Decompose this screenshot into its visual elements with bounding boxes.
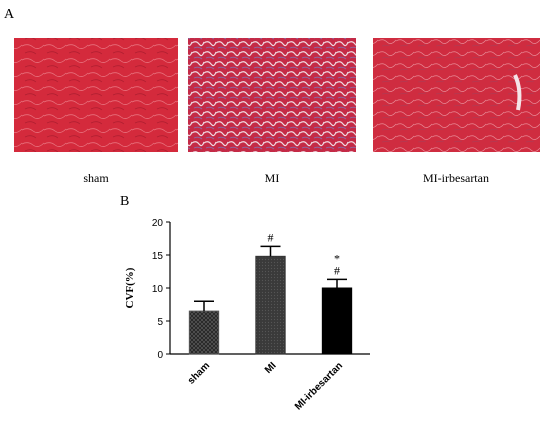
bar: [255, 255, 286, 355]
x-tick-label: sham: [186, 360, 212, 386]
image-caption: MI-irbesartan: [423, 171, 489, 185]
y-tick-label: 10: [152, 284, 164, 295]
significance-mark: #: [268, 230, 274, 244]
bar: [321, 287, 353, 355]
y-tick-label: 15: [152, 251, 164, 262]
vessel: [513, 74, 522, 111]
x-tick-label: MI-irbesartan: [293, 360, 345, 412]
image-caption: sham: [83, 171, 109, 185]
y-tick-label: 20: [152, 218, 164, 229]
y-tick-label: 0: [157, 350, 163, 361]
bar: [188, 310, 220, 355]
significance-mark: #: [334, 263, 340, 277]
histology-image: [188, 38, 356, 152]
error-bar: [260, 245, 281, 257]
image-caption: MI: [265, 171, 280, 185]
panel-label: B: [120, 194, 129, 209]
error-bar: [327, 278, 347, 288]
panel-label: A: [4, 7, 15, 22]
error-bar: [194, 300, 214, 312]
x-tick-label: MI: [263, 360, 279, 376]
histology-image: [14, 38, 178, 152]
histology-image: [373, 38, 540, 152]
significance-mark: *: [334, 251, 340, 265]
y-axis-label: CVF(%): [124, 267, 136, 308]
y-tick-label: 5: [157, 317, 163, 328]
